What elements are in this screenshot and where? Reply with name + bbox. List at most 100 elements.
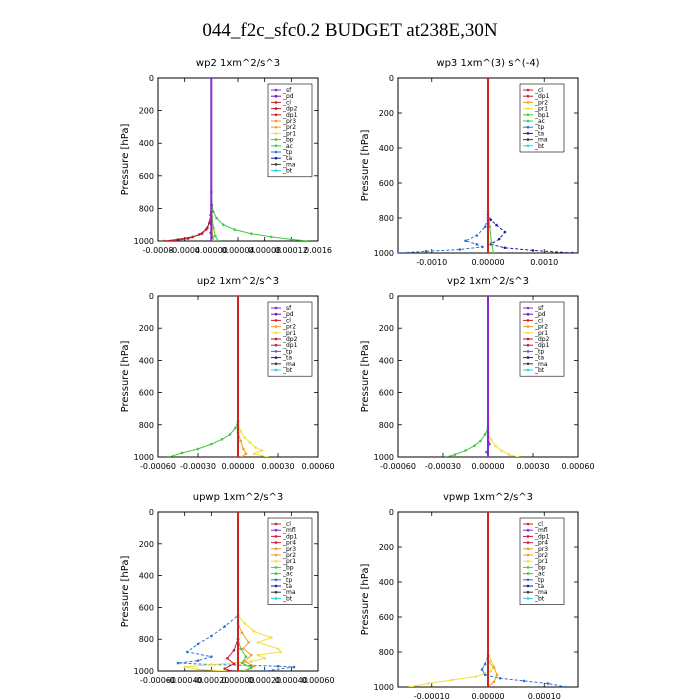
x-tick-label: 0.00008 [248,246,281,255]
subplot-title: wp2 1xm^2/s^3 [196,58,280,69]
legend-label: _pr1 [534,106,548,113]
data-point [483,662,487,666]
data-point [489,218,493,222]
legend-marker [526,107,530,110]
data-point [196,642,200,646]
x-tick-label: -0.00030 [180,462,216,471]
data-point [230,669,233,671]
legend-label: _tp [282,149,292,156]
data-point [232,662,236,666]
series-line-pr1 [237,296,268,457]
x-tick-label: 0.0016 [304,246,332,255]
data-point [486,251,490,253]
legend-label: _pr2 [534,552,548,559]
data-point [486,455,490,457]
y-tick-label: 600 [379,179,394,188]
series-line-ac [445,296,489,457]
legend-label: _ac [282,143,293,150]
legend-marker [526,597,530,600]
data-point [247,641,250,644]
data-point [306,239,310,241]
legend-label: _dp2 [282,336,298,343]
data-point [210,663,213,666]
data-point [492,666,496,670]
y-tick-label: 1000 [374,453,394,462]
x-tick-label: -0.0008 [143,246,174,255]
y-tick-label: 0 [149,508,154,517]
data-point [516,455,520,457]
legend-marker [274,119,278,123]
legend-label: _pr4 [534,540,548,547]
data-point [239,439,242,443]
y-tick-label: 400 [379,578,394,587]
data-point [263,656,266,660]
data-point [279,650,282,654]
y-tick-label: 800 [379,648,394,657]
legend-label: _ta [282,583,292,590]
data-point [270,235,273,239]
data-point [492,680,496,684]
x-tick-label: 0.00000 [221,462,254,471]
y-tick-label: 200 [379,109,394,118]
x-tick-label: -0.00030 [425,462,461,471]
data-point [167,455,170,457]
legend-marker [274,150,278,154]
data-point [489,659,493,663]
data-point [488,225,491,229]
data-point [489,437,493,441]
data-point [212,239,216,241]
data-point [453,453,457,456]
legend-label: _ma [534,137,548,144]
legend-label: _pr2 [282,324,296,331]
legend-marker [526,337,530,341]
legend-label: _dp1 [282,342,298,349]
legend-marker [274,88,278,92]
x-tick-label: 0.00000 [471,258,504,267]
data-point [244,655,248,658]
data-point [497,237,501,241]
y-tick-label: 600 [139,172,154,181]
data-point [479,439,482,443]
data-point [248,441,252,444]
data-point [486,296,490,298]
data-point [444,455,448,457]
legend-marker [274,362,278,366]
data-point [270,636,273,639]
legend-marker [526,553,530,557]
legend-marker [274,94,278,98]
subplot-5: upwp 1xm^2/s^3 Pressure [hPa] 0 200 400 600 80… [120,492,335,685]
x-tick-label: 0.00000 [471,462,504,471]
legend-marker [526,94,530,98]
y-axis-label: Pressure [hPa] [360,130,371,202]
y-tick-label: 400 [139,356,154,365]
data-point [196,447,200,451]
series-line-pr2 [487,512,498,687]
data-point [186,650,189,654]
legend-label: _dp2 [282,106,298,113]
legend-label: _pd [534,311,546,318]
data-point [239,647,242,651]
legend-marker [274,325,278,328]
legend-marker [274,578,278,582]
data-point [223,669,226,671]
subplot-2: wp3 1xm^(3) s^(-4) Pressure [hPa] 0 200 400 6… [360,58,579,267]
legend-marker [274,572,278,575]
y-tick-label: 800 [379,214,394,223]
legend-label: _ta [282,155,292,162]
legend-label: _pr3 [534,546,548,553]
legend-marker [274,584,278,588]
legend-label: _bt [282,168,293,175]
x-tick-label: 0.00004 [221,246,254,255]
legend-marker [526,343,530,347]
series-line-ta [487,78,573,253]
legend-label: _sf [534,305,544,312]
y-tick-label: 400 [139,139,154,148]
legend-label: _pd [282,93,294,100]
legend-marker [526,144,530,148]
data-point [236,296,240,298]
data-point [242,647,245,651]
legend-label: _pr1 [282,130,296,137]
data-point [163,239,166,241]
legend-marker [526,590,530,594]
